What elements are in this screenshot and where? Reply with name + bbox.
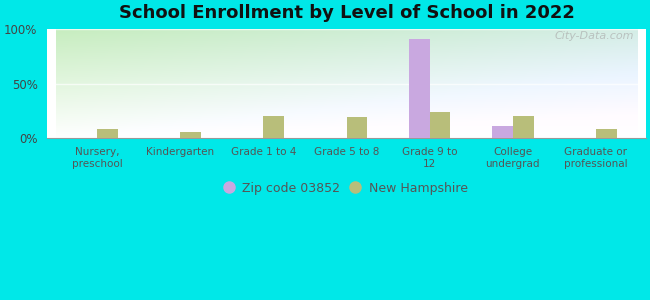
Legend: Zip code 03852, New Hampshire: Zip code 03852, New Hampshire (226, 182, 467, 195)
Title: School Enrollment by Level of School in 2022: School Enrollment by Level of School in … (118, 4, 575, 22)
Bar (596, 129, 617, 138)
Text: City-Data.com: City-Data.com (554, 32, 634, 41)
Bar (263, 116, 284, 138)
Bar (180, 132, 201, 138)
Bar (513, 116, 534, 138)
Bar (346, 117, 367, 138)
Bar (430, 112, 450, 138)
Bar (492, 126, 513, 138)
Bar (409, 39, 430, 138)
Bar (97, 129, 118, 138)
